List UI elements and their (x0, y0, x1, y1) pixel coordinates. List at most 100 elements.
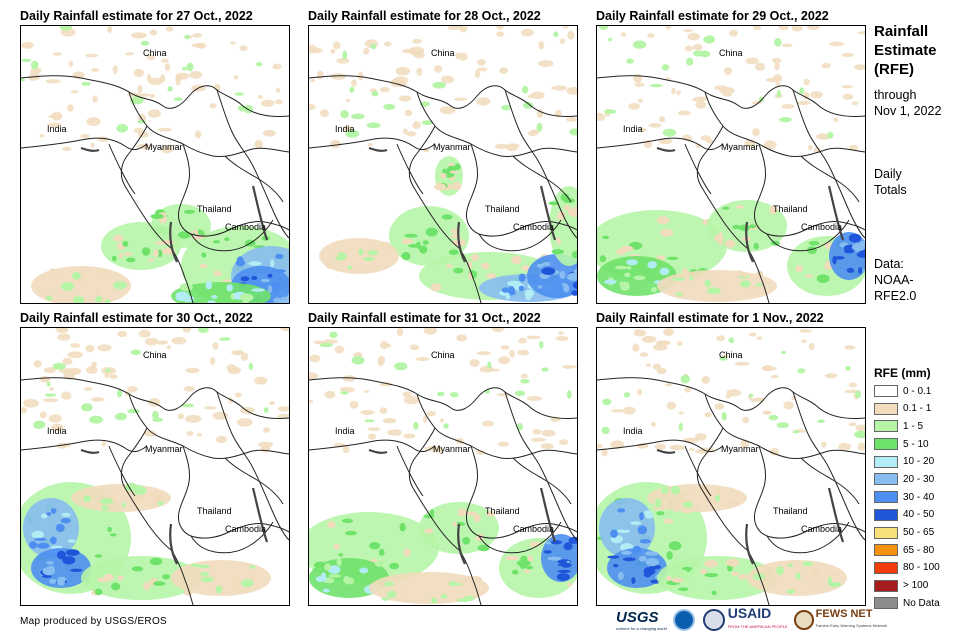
rain-speckle (658, 138, 673, 145)
rain-speckle (748, 332, 757, 337)
legend-swatch (874, 402, 898, 415)
rain-texture (512, 569, 519, 575)
rain-speckle (722, 92, 732, 97)
rain-texture (327, 521, 336, 529)
rain-texture (825, 260, 831, 265)
rain-texture (378, 548, 385, 556)
rain-texture (537, 285, 542, 289)
rain-speckle (204, 406, 217, 410)
rain-texture (447, 163, 455, 167)
rain-texture (401, 238, 413, 245)
rain-speckle (695, 100, 707, 109)
rain-texture (72, 295, 85, 303)
border-line (396, 143, 424, 195)
rain-speckle (781, 43, 793, 48)
border-line (416, 393, 577, 459)
rain-speckle (345, 98, 351, 103)
rain-texture (107, 526, 112, 533)
rain-texture (672, 503, 682, 508)
rain-speckle (268, 401, 276, 406)
rain-texture (135, 493, 145, 502)
rain-speckle (149, 93, 156, 99)
rain-speckle (541, 429, 556, 437)
rain-texture (816, 274, 830, 283)
rain-speckle (816, 133, 831, 140)
rain-speckle (521, 85, 529, 94)
rain-speckle (496, 26, 504, 30)
rain-texture (333, 251, 338, 258)
rain-speckle (272, 63, 282, 70)
rain-speckle (403, 433, 416, 439)
rain-texture (668, 541, 682, 551)
panel-title-5: Daily Rainfall estimate for 31 Oct., 202… (308, 311, 541, 325)
rain-texture (557, 569, 571, 573)
border-line (216, 89, 289, 239)
rain-texture (567, 582, 572, 587)
rain-speckle (396, 328, 404, 336)
rain-texture (99, 498, 114, 505)
border-line (128, 91, 289, 157)
rain-texture (328, 574, 341, 578)
rain-speckle (791, 26, 803, 32)
rain-texture (724, 239, 736, 248)
rain-texture (626, 259, 638, 266)
rain-texture (403, 548, 411, 558)
rain-speckle (330, 73, 346, 80)
border-line (792, 391, 865, 541)
rain-speckle (171, 336, 187, 345)
rain-speckle (152, 410, 159, 420)
border-line (416, 91, 577, 157)
rain-texture (684, 490, 690, 500)
rain-speckle (330, 48, 336, 54)
rain-speckle (652, 343, 668, 351)
rain-speckle (330, 139, 341, 149)
rain-texture (231, 578, 241, 588)
rain-texture (473, 593, 478, 599)
rain-speckle (728, 337, 735, 344)
country-label-china: China (719, 350, 743, 360)
rain-speckle (112, 65, 118, 74)
rain-texture (121, 502, 127, 508)
rain-texture (431, 597, 437, 604)
rain-speckle (797, 368, 806, 374)
rain-texture (280, 296, 287, 301)
border-line (597, 439, 724, 453)
rain-speckle (632, 343, 640, 352)
rain-speckle (255, 62, 263, 67)
rain-texture (117, 575, 125, 581)
rain-speckle (598, 26, 609, 30)
rain-speckle (85, 344, 95, 353)
usaid-seal-icon (702, 609, 725, 631)
country-label-thailand: Thailand (485, 204, 520, 214)
rain-speckle (135, 93, 151, 97)
rain-speckle (333, 41, 341, 50)
rain-texture (31, 530, 44, 539)
country-label-cambodia: Cambodia (513, 524, 554, 534)
country-label-india: India (623, 124, 643, 134)
rain-texture (251, 288, 265, 292)
rain-speckle (58, 368, 75, 374)
rain-speckle (403, 395, 420, 405)
rain-texture (656, 511, 665, 516)
rain-speckle (455, 52, 461, 60)
rain-speckle (229, 41, 236, 45)
map-panel-2: China India Myanmar Thailand Cambodia (308, 25, 578, 304)
rain-speckle (81, 403, 93, 412)
rain-speckle (517, 349, 530, 356)
noaa-logo (672, 609, 695, 631)
rain-speckle (377, 361, 383, 366)
rain-speckle (379, 382, 393, 387)
rain-texture (177, 232, 186, 238)
legend-item: 80 - 100 (874, 560, 940, 576)
rain-texture (341, 518, 353, 523)
rain-speckle (39, 134, 45, 138)
rain-speckle (57, 333, 71, 341)
rain-texture (72, 272, 81, 280)
rain-texture (567, 272, 577, 281)
legend-title: RFE (mm) (874, 366, 931, 380)
rain-texture (735, 270, 743, 277)
legend-label: 20 - 30 (903, 473, 935, 485)
rain-speckle (566, 86, 577, 95)
rain-texture (663, 501, 669, 505)
rain-texture (112, 255, 117, 262)
